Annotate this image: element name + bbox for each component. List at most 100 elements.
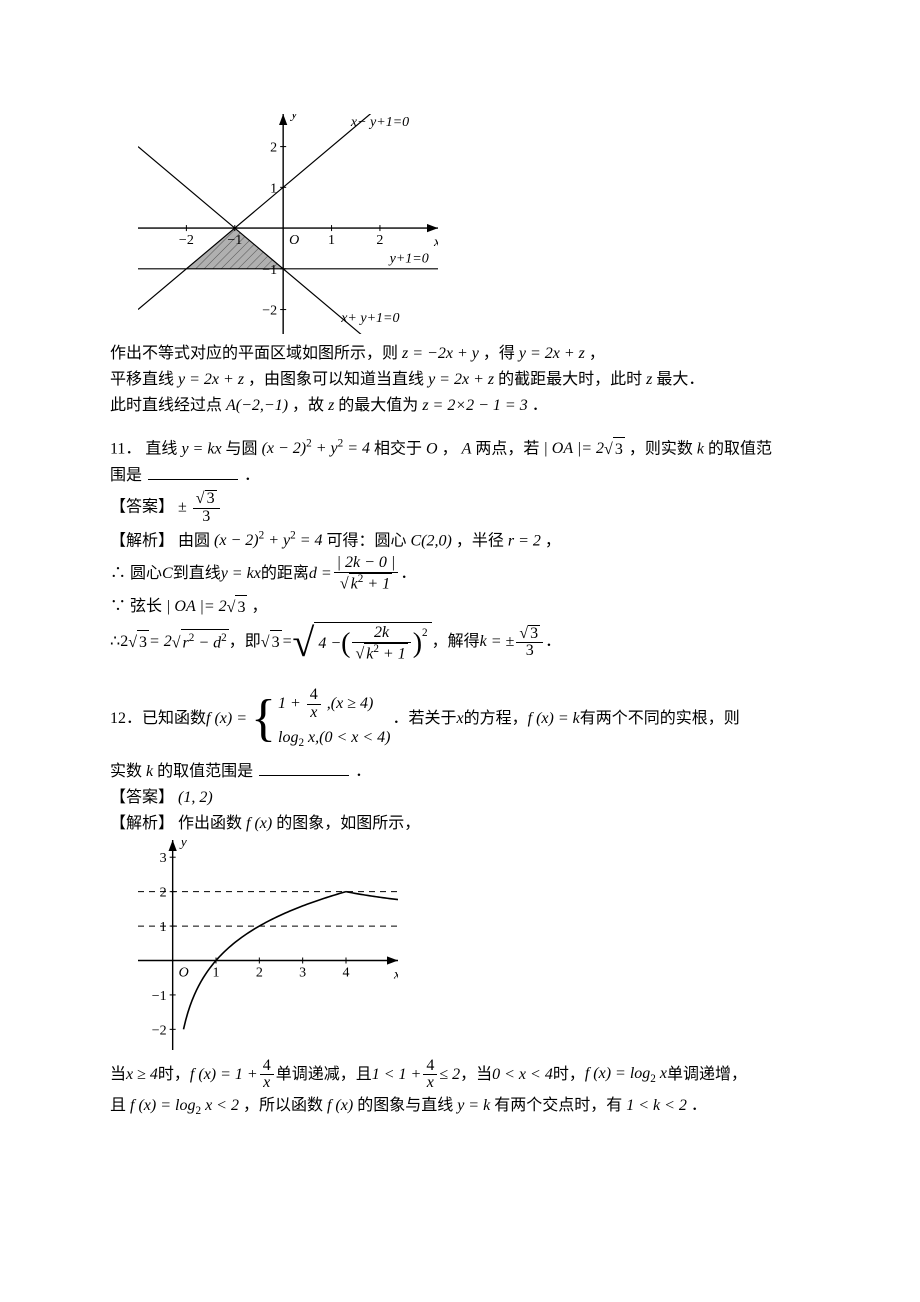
s11-r: r = 2 [508, 532, 541, 549]
ans11-pm: ± [178, 499, 187, 516]
svg-text:y: y [179, 840, 188, 850]
s12c2e: 有两个交点时，有 [494, 1097, 626, 1114]
svg-text:−2: −2 [262, 304, 277, 319]
s12c1a: 当 [110, 1063, 126, 1087]
s11b: 可得：圆心 [326, 532, 410, 549]
s11l2d: ． [400, 562, 416, 586]
s12c1b: 时， [158, 1063, 190, 1087]
s11l4eq: = 2 [149, 630, 172, 654]
t2-eq2: y = 2x + z [428, 371, 494, 388]
ans-label-2: 【答案】 [110, 789, 174, 806]
svg-text:2: 2 [270, 141, 277, 156]
svg-text:2: 2 [160, 885, 167, 900]
s11l2C: C [162, 562, 173, 586]
q12-d: 有两个不同的实根，则 [580, 707, 740, 731]
s12c1eq2: 0 < x < 4 [492, 1063, 553, 1087]
s11l4a: ∴ [110, 630, 120, 654]
s11l2a: ∴ 圆心 [110, 562, 162, 586]
svg-text:x: x [433, 235, 438, 250]
s12c1e: 时， [553, 1063, 585, 1087]
t3b: ，故 [292, 397, 328, 414]
s12c2f: ． [691, 1097, 707, 1114]
t2b: ，由图象可以知道当直线 [248, 371, 428, 388]
s11l4k: k = ± [480, 630, 515, 654]
svg-text:3: 3 [299, 965, 306, 980]
s12c1f: 单调递增， [667, 1063, 747, 1087]
ans12: 【答案】 (1, 2) [110, 786, 810, 810]
t3-A: A(−2,−1) [226, 397, 288, 414]
s11l2b: 到直线 [173, 562, 221, 586]
t2-eq1: y = 2x + z [178, 371, 244, 388]
s11-eq: (x − 2)2 + y2 = 4 [214, 532, 326, 549]
q11-A: A [462, 440, 472, 457]
t1-mid: ，得 [483, 345, 519, 362]
s12c2c: ，所以函数 [243, 1097, 327, 1114]
sol11-line1: 【解析】 由圆 (x − 2)2 + y2 = 4 可得：圆心 C(2,0) ，… [110, 528, 810, 553]
svg-text:4: 4 [343, 965, 350, 980]
svg-text:x: x [393, 967, 398, 982]
q12-fx: f (x) = [206, 707, 247, 731]
q11-abs: | OA |= 2√3 [543, 440, 628, 457]
sol-label: 【解析】 [110, 532, 174, 549]
q12-a: 已知函数 [142, 707, 206, 731]
s12c2fx: f (x) = log2 x < 2 [130, 1097, 243, 1114]
q12-c: 的方程， [464, 707, 528, 731]
q11-e: ，则实数 [629, 440, 697, 457]
svg-text:y: y [289, 114, 298, 122]
fig1-svg: −2−112−2−112Oxyx− y+1=0y+1=0x+ y+1=0 [138, 114, 438, 334]
q12l2b: 的取值范围是 [157, 763, 253, 780]
q11-c: 相交于 [374, 440, 426, 457]
svg-text:1: 1 [328, 233, 335, 248]
q11-O: O [426, 440, 438, 457]
q12l2k: k [146, 763, 153, 780]
ans12-val: (1, 2) [178, 789, 213, 806]
s12fx: f (x) [246, 815, 272, 832]
q12-fxk: f (x) = k [528, 707, 580, 731]
svg-text:x+ y+1=0: x+ y+1=0 [340, 311, 399, 326]
s11-big-sqrt: √ 4 − ( 2k √k2 + 1 )2 [292, 622, 431, 663]
ans11-frac: √3 3 [193, 490, 220, 526]
s11l4c: ，解得 [432, 630, 480, 654]
para-3: 此时直线经过点 A(−2,−1) ，故 z 的最大值为 z = 2×2 − 1 … [110, 394, 810, 418]
sol12-line1: 【解析】 作出函数 f (x) 的图象，如图所示， [110, 812, 810, 836]
svg-text:−1: −1 [227, 233, 242, 248]
t2c: 的截距最大时，此时 [498, 371, 646, 388]
fig2-svg: 1234−2−1123Oxy [138, 840, 398, 1050]
t2z: z [646, 371, 652, 388]
q11-a: 直线 [145, 440, 181, 457]
t3a: 此时直线经过点 [110, 397, 226, 414]
s11l4kfrac: √3 3 [516, 625, 543, 661]
t3d: ． [532, 397, 548, 414]
q12-x: x [457, 707, 464, 731]
figure-1: −2−112−2−112Oxyx− y+1=0y+1=0x+ y+1=0 [138, 114, 810, 334]
t1: 作出不等式对应的平面区域如图所示，则 [110, 345, 402, 362]
s11c: ，半径 [456, 532, 508, 549]
svg-text:1: 1 [270, 181, 277, 196]
s11l4-2: 2 [120, 630, 128, 654]
s11-d-frac: | 2k − 0 | √k2 + 1 [334, 555, 399, 593]
ans-label: 【答案】 [110, 499, 174, 516]
sol11-line2: ∴ 圆心 C 到直线 y = kx 的距离 d = | 2k − 0 | √k2… [110, 555, 810, 593]
q12-line2: 实数 k 的取值范围是 ． [110, 760, 810, 784]
s12c2d: 的图象与直线 [357, 1097, 457, 1114]
t1-end: ， [589, 345, 605, 362]
q12-b: ．若关于 [393, 707, 457, 731]
sol11-line4: ∴ 2 √3 = 2 √r2 − d2 ，即 √3 = √ 4 − ( 2k √… [110, 622, 810, 663]
q11-b: 与圆 [226, 440, 262, 457]
q11-k: k [697, 440, 704, 457]
t1-eq2: y = 2x + z [519, 345, 585, 362]
s12c2range: 1 < k < 2 [626, 1097, 687, 1114]
svg-text:1: 1 [160, 920, 167, 935]
s11d: ， [545, 532, 561, 549]
s12a: 作出函数 [178, 815, 246, 832]
q11-h: ． [244, 467, 260, 484]
sol12-line3: 且 f (x) = log2 x < 2 ，所以函数 f (x) 的图象与直线 … [110, 1094, 810, 1120]
t3c: 的最大值为 [338, 397, 422, 414]
sol11-line3: ∵ 弦长 | OA |= 2√3 ， [110, 595, 810, 620]
q12l2c: ． [355, 763, 371, 780]
s11l4sqrt3b: √3 [261, 630, 282, 655]
svg-text:O: O [179, 965, 189, 980]
s11l4d: ． [545, 630, 561, 654]
s11a: 由圆 [178, 532, 214, 549]
t3z: z [328, 397, 334, 414]
